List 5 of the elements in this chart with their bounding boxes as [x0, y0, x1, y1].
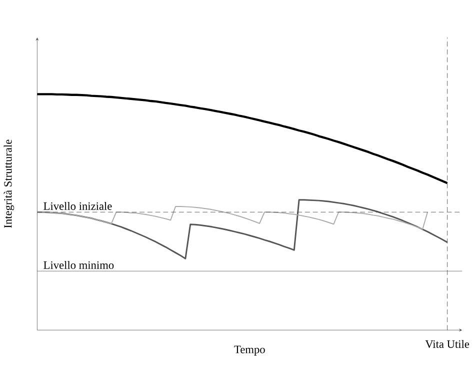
- y-axis-title: Integrità Strutturale: [4, 140, 14, 228]
- ref-line-label: Livello minimo: [44, 261, 114, 270]
- text: Vita Utile: [425, 340, 470, 348]
- x-axis-title: Tempo: [234, 346, 265, 356]
- ref-line-label: Livello iniziale: [44, 202, 112, 210]
